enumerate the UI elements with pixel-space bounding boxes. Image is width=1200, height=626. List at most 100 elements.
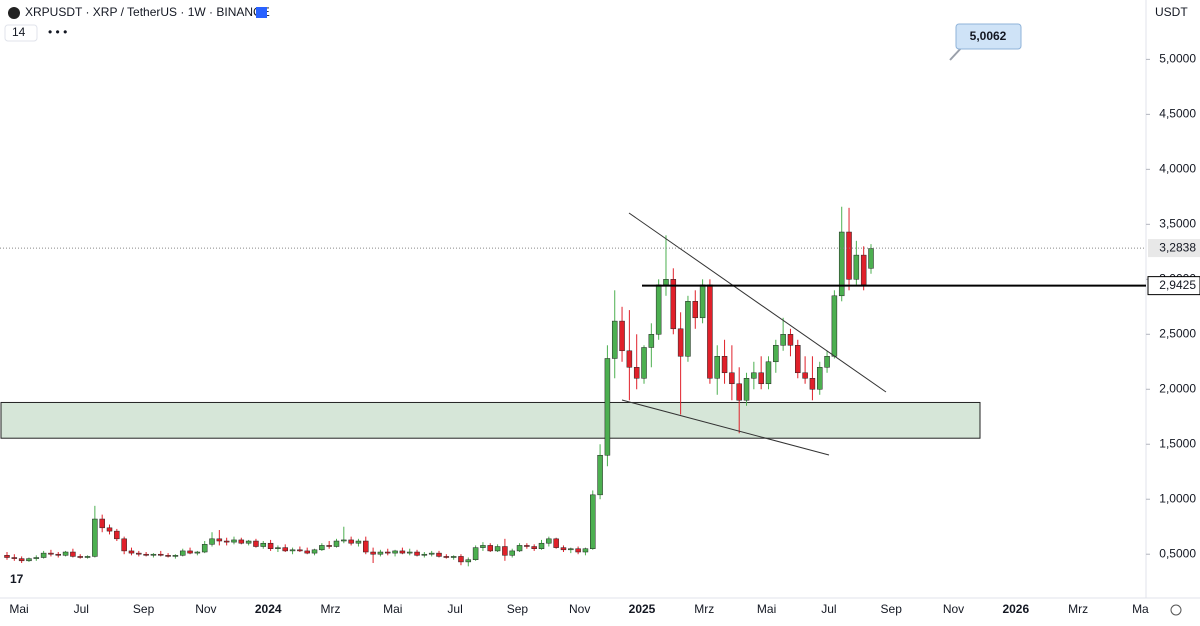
candle-body: [868, 248, 874, 269]
candle-body: [304, 550, 310, 554]
candle-body: [421, 553, 428, 556]
level-tag: [1147, 276, 1200, 296]
candle-body: [392, 550, 398, 554]
candle-body: [707, 284, 713, 379]
indicator-label: 14: [12, 25, 26, 39]
settings-icon[interactable]: [1170, 604, 1182, 616]
candle-body: [809, 378, 816, 390]
candle-body: [348, 539, 354, 544]
y-tick-label: 1,5000: [1159, 436, 1196, 450]
candle-body: [414, 551, 420, 556]
candle-body: [860, 254, 867, 286]
candle-body: [48, 552, 54, 555]
candle-body: [802, 372, 808, 379]
candle-body: [363, 540, 369, 553]
x-tick-label: Jul: [447, 602, 462, 616]
candle-body: [758, 372, 764, 385]
candle-body: [765, 361, 772, 385]
candle-body: [179, 550, 186, 556]
candle-body: [480, 545, 486, 548]
candle-body: [201, 544, 208, 553]
x-tick-label: Mrz: [694, 602, 714, 616]
candle-body: [853, 254, 860, 280]
candle-body: [780, 334, 786, 346]
trend-line-lower: [621, 399, 830, 456]
candle-body: [648, 334, 655, 348]
candle-body: [92, 518, 98, 557]
candle-body: [11, 557, 18, 559]
candle-body: [62, 551, 69, 556]
candle-body: [560, 547, 567, 551]
exchange-icon: [256, 7, 267, 18]
candle-body: [187, 550, 193, 554]
candle-body: [40, 552, 47, 558]
candle-body: [721, 356, 728, 374]
plot-area: [0, 206, 981, 567]
candle-body: [114, 530, 120, 540]
candle-body: [831, 295, 838, 357]
candle-body: [531, 546, 537, 549]
candle-body: [655, 284, 662, 335]
candle-body: [568, 548, 574, 551]
candle-body: [663, 279, 669, 286]
y-tick-label: 4,5000: [1159, 107, 1196, 121]
candle-body: [509, 550, 515, 556]
candle-body: [172, 555, 179, 557]
candle-body: [399, 550, 406, 554]
candle-body: [524, 545, 530, 547]
x-tick-label: 2024: [255, 602, 282, 616]
candle-body: [260, 542, 267, 547]
candle-body: [333, 540, 340, 547]
candle-body: [582, 548, 589, 553]
candle-body: [275, 547, 281, 549]
x-tick-label: Mai: [757, 602, 776, 616]
candle-body: [502, 546, 508, 556]
support-zone: [0, 401, 981, 439]
candle-body: [743, 378, 750, 401]
candle-body: [590, 494, 596, 549]
x-tick-label: Mai: [9, 602, 28, 616]
candle-body: [538, 542, 545, 549]
x-tick-label: Nov: [943, 602, 964, 616]
candle-body: [436, 552, 442, 557]
candle-body: [194, 551, 201, 554]
candle-body: [494, 546, 501, 552]
candle-body: [699, 284, 706, 319]
logo: 17: [10, 572, 24, 586]
candle-body: [736, 383, 742, 401]
candle-body: [121, 538, 127, 552]
x-tick-label: Mrz: [1068, 602, 1088, 616]
candle-body: [816, 367, 823, 390]
candle-body: [26, 558, 32, 562]
candle-body: [55, 553, 62, 556]
indicator-badge[interactable]: [4, 24, 38, 42]
candle-body: [216, 538, 223, 542]
candle-body: [450, 556, 457, 558]
candle-body: [787, 334, 794, 346]
candle-body: [824, 356, 830, 368]
chart-title: XRPUSDT · XRP / TetherUS · 1W · BINANCE: [25, 5, 270, 19]
y-tick-label: 2,0000: [1159, 381, 1196, 395]
candle-body: [619, 320, 625, 352]
x-tick-label: 2025: [629, 602, 656, 616]
candle-body: [282, 547, 288, 552]
candle-body: [319, 545, 325, 551]
candle-body: [297, 549, 303, 552]
currency-label: USDT: [1155, 5, 1188, 19]
x-tick-label: Jul: [74, 602, 89, 616]
y-tick-label: 1,0000: [1159, 491, 1196, 505]
candle-body: [370, 551, 376, 555]
candle-body: [18, 558, 25, 562]
candle-body: [838, 231, 845, 297]
candle-body: [773, 345, 779, 363]
y-tick-label: 0,5000: [1159, 546, 1196, 560]
candle-body: [428, 552, 435, 555]
candle-body: [677, 328, 684, 357]
candle-body: [106, 527, 113, 532]
candle-body: [341, 539, 347, 542]
candle-body: [458, 556, 464, 563]
candle-body: [795, 345, 801, 374]
x-tick-label: Jul: [821, 602, 836, 616]
